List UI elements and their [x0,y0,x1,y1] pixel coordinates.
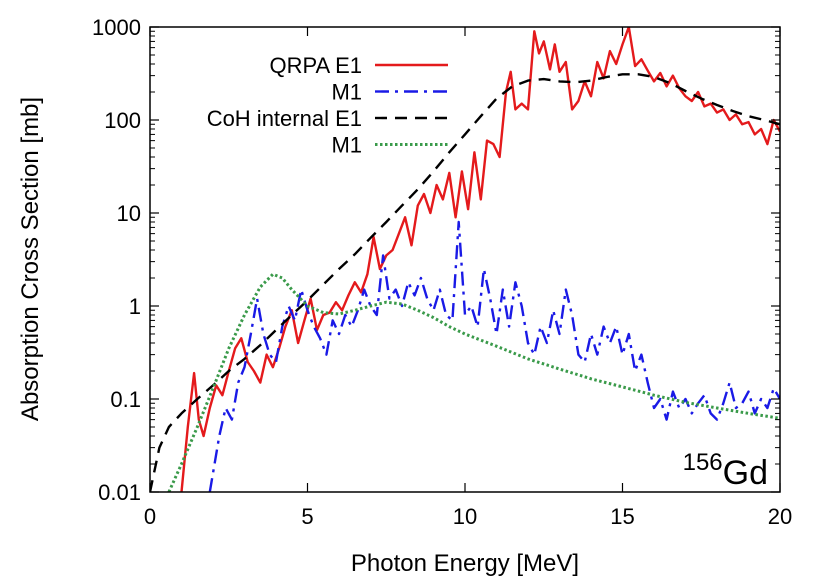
y-tick-label: 0.01 [98,480,141,505]
y-tick-label: 1000 [92,15,141,40]
x-tick-label: 20 [768,504,792,529]
x-tick-label: 0 [144,504,156,529]
isotope-label: 156Gd [683,449,768,492]
y-tick-label: 10 [117,201,141,226]
x-tick-label: 5 [301,504,313,529]
y-axis-label: Absorption Cross Section [mb] [17,97,44,421]
series-line-2 [150,73,780,492]
y-tick-label: 1 [129,294,141,319]
series-line-3 [167,272,780,492]
x-tick-label: 10 [453,504,477,529]
x-axis-label: Photon Energy [MeV] [351,550,579,577]
ticks-layer: 0 5 10 15 20 0.01 0.1 1 10 100 1000 [92,15,792,529]
legend-label-2: CoH internal E1 [207,106,362,131]
legend-label-0: QRPA E1 [269,53,362,78]
legend-label-3: M1 [331,133,362,158]
legend-label-1: M1 [331,80,362,105]
series-line-1 [208,220,780,492]
isotope-mass-number: 156 [683,449,723,476]
series-line-0 [180,27,780,492]
y-tick-label: 100 [104,108,141,133]
series-layer [150,27,780,492]
y-tick-label: 0.1 [110,387,141,412]
isotope-symbol: Gd [723,454,768,492]
x-tick-label: 15 [610,504,634,529]
